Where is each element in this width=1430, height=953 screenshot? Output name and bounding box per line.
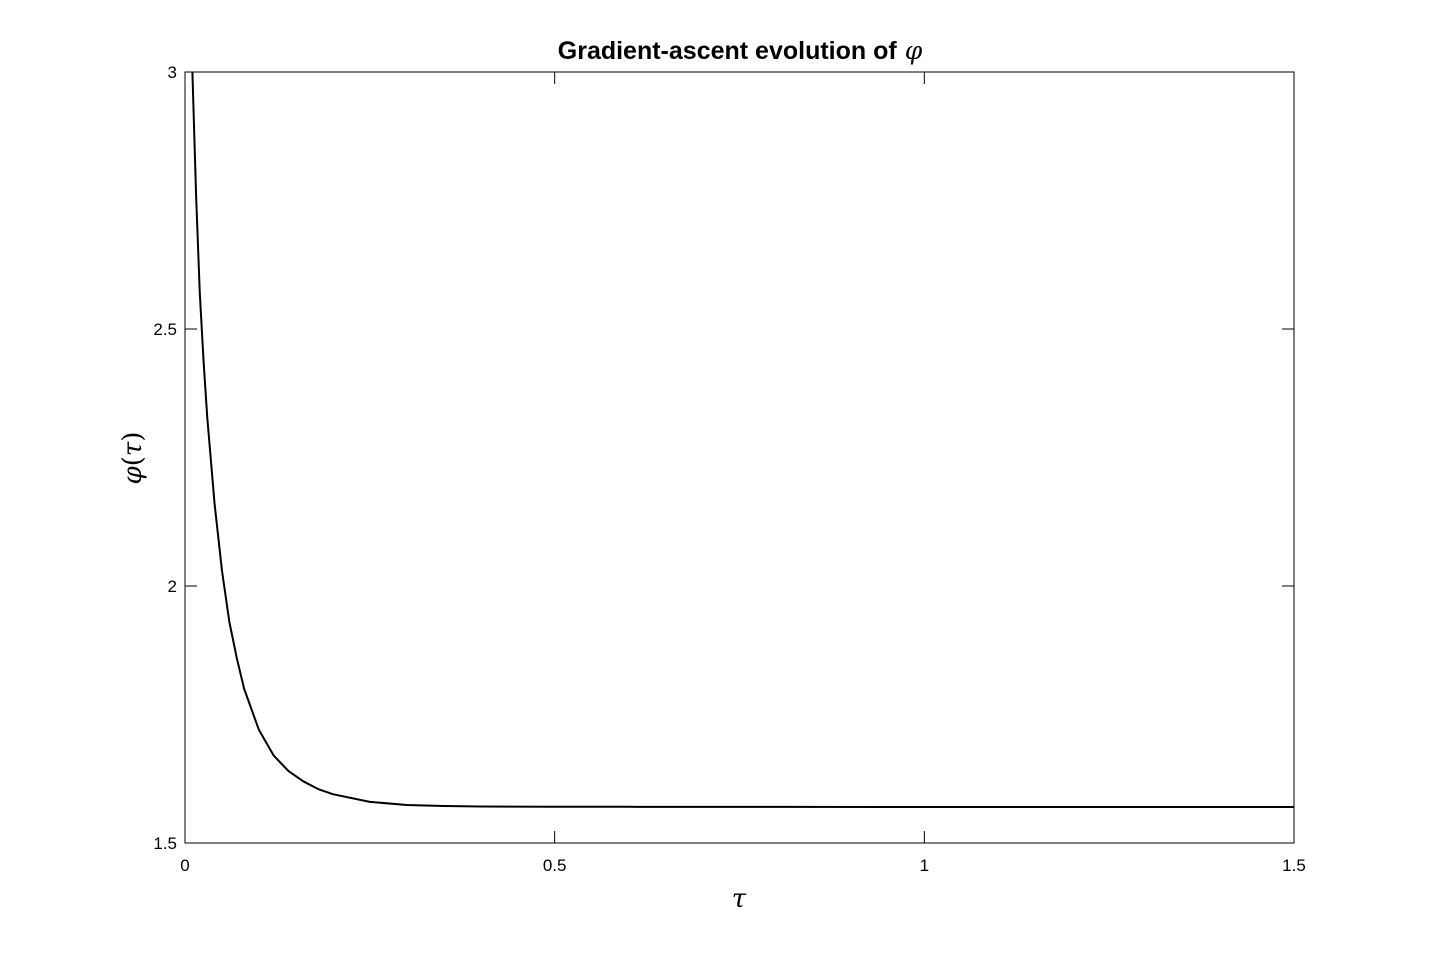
x-tick-label: 0.5 bbox=[543, 856, 567, 875]
series-layer bbox=[191, 71, 1294, 809]
y-axis-ticks: 1.5 2 2.5 3 bbox=[153, 63, 1294, 853]
y-axis-label-arg: τ bbox=[118, 441, 148, 456]
y-tick-label: 1.5 bbox=[153, 834, 177, 853]
x-tick-label: 1.5 bbox=[1282, 856, 1306, 875]
x-tick-label: 0 bbox=[180, 856, 189, 875]
chart-title-text: Gradient-ascent evolution of bbox=[558, 37, 898, 65]
series-line bbox=[191, 71, 1294, 809]
y-axis-label-symbol: φ bbox=[118, 465, 148, 484]
chart-title: Gradient-ascent evolution of φ bbox=[558, 36, 923, 65]
y-axis-label-close-paren: ) bbox=[118, 432, 148, 442]
chart-title-symbol: φ bbox=[905, 36, 923, 65]
x-tick-label: 1 bbox=[920, 856, 929, 875]
y-axis-label-open-paren: ( bbox=[118, 456, 148, 466]
y-tick-label: 2 bbox=[168, 577, 177, 596]
x-axis-label: τ bbox=[732, 884, 747, 914]
y-tick-label: 2.5 bbox=[153, 320, 177, 339]
y-tick-label: 3 bbox=[168, 63, 177, 82]
y-axis-label: φ(τ) bbox=[118, 432, 148, 485]
plot-frame bbox=[184, 71, 1295, 844]
x-axis-ticks: 0 0.5 1 1.5 bbox=[180, 72, 1306, 875]
